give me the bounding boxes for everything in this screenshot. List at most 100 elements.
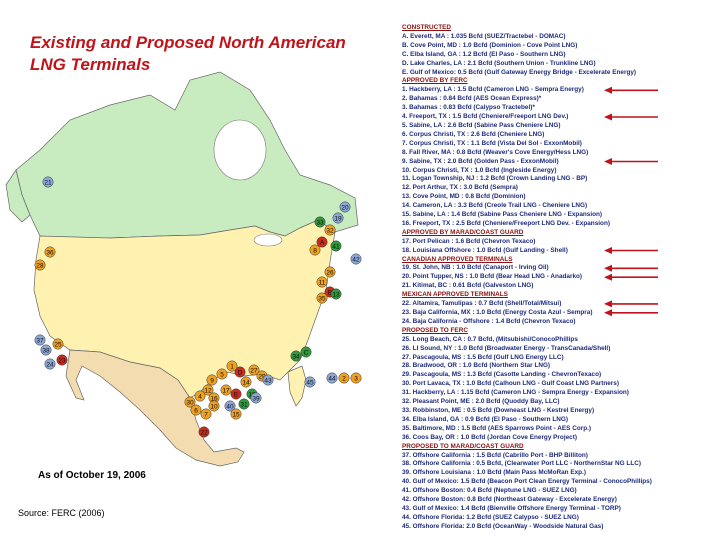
terminal-marker-25: 25: [52, 338, 64, 350]
terminal-dot: [44, 246, 56, 258]
legend-section-header: MEXICAN APPROVED TERMINALS: [402, 291, 508, 299]
terminal-dot: [200, 408, 212, 420]
terminal-marker-23: 23: [56, 354, 68, 366]
terminal-label: E: [234, 391, 239, 398]
legend-section-header: PROPOSED TO MARAD/COAST GUARD: [402, 442, 524, 450]
legend-row: 24. Baja California - Offshore : 1.4 Bcf…: [402, 317, 576, 325]
legend-row: 28. Bradwood, OR : 1.0 Bcfd (Northern St…: [402, 362, 551, 370]
terminal-marker-34: 34: [290, 350, 302, 362]
terminal-label: 2: [342, 375, 346, 382]
terminal-label: 43: [264, 377, 272, 384]
lng-terminal-map: 2120193332A841422611B351328363738252324C…: [5, 71, 362, 467]
terminal-marker-6: 6: [190, 404, 202, 416]
terminal-label: D: [238, 369, 243, 376]
hudson-bay: [213, 119, 267, 181]
legend-row: 21. Kitimat, BC : 0.61 Bcfd (Galveston L…: [402, 282, 534, 290]
terminal-dot: [44, 358, 56, 370]
terminal-label: 5: [220, 371, 224, 378]
legend-row: 23. Baja California, MX : 1.0 Bcfd (Ener…: [402, 309, 593, 316]
terminal-marker-32: 32: [324, 224, 336, 236]
terminal-label: C: [304, 349, 309, 356]
terminal-label: 26: [326, 269, 334, 276]
terminal-marker-43: 43: [262, 374, 274, 386]
terminal-dot: [40, 344, 52, 356]
terminal-label: 42: [352, 256, 360, 263]
terminal-dot: [290, 350, 302, 362]
terminal-marker-1: 1: [226, 360, 238, 372]
terminal-dot: [234, 366, 246, 378]
terminal-dot: [262, 374, 274, 386]
legend-row: 38. Offshore California : 0.5 Bcfd, (Cle…: [402, 460, 641, 468]
terminal-label: 41: [332, 243, 340, 250]
legend-row: 43. Gulf of Mexico: 1.4 Bcfd (Bienville …: [402, 504, 621, 512]
terminal-label: 14: [242, 379, 250, 386]
terminal-marker-26: 26: [324, 266, 336, 278]
legend-row: 9. Sabine, TX : 2.0 Bcfd (Golden Pass - …: [402, 157, 559, 165]
legend-row: 4. Freeport, TX : 1.5 Bcfd (Cheniere/Fre…: [402, 113, 569, 121]
terminal-dot: [350, 253, 362, 265]
terminal-dot: [250, 392, 262, 404]
legend-row: 14. Cameron, LA : 3.3 Bcfd (Creole Trail…: [402, 202, 588, 210]
terminal-label: 7: [204, 411, 208, 418]
terminal-label: 21: [44, 179, 52, 186]
source-note: Source: FERC (2006): [18, 508, 105, 518]
legend-row: B. Cove Point, MD : 1.0 Bcfd (Dominion -…: [402, 41, 578, 49]
terminal-marker-17: 17: [220, 384, 232, 396]
terminal-label: 13: [332, 291, 340, 298]
terminal-marker-30: 30: [184, 396, 196, 408]
terminal-marker-2: 2: [338, 372, 350, 384]
terminal-dot: [216, 368, 228, 380]
legend-row: 40. Gulf of Mexico: 1.5 Bcfd (Beacon Por…: [402, 478, 652, 486]
terminal-label: A: [320, 239, 325, 246]
legend-row: 20. Point Tupper, NS : 1.0 Bcfd (Bear He…: [402, 273, 583, 281]
terminal-marker-38: 38: [40, 344, 52, 356]
legend-row: 8. Fall River, MA : 0.8 Bcfd (Weaver's C…: [402, 148, 589, 156]
terminal-marker-9: 9: [206, 374, 218, 386]
terminal-marker-E: E: [230, 388, 242, 400]
legend-row: 3. Bahamas : 0.83 Bcfd (Calypso Tractebe…: [402, 104, 535, 112]
legend-row: 33. Robbinston, ME : 0.5 Bcfd (Downeast …: [402, 406, 595, 414]
terminal-dot: [226, 360, 238, 372]
terminal-dot: [190, 404, 202, 416]
legend-row: 37. Offshore California : 1.5 Bcfd (Cabr…: [402, 451, 588, 459]
terminal-dot: [230, 408, 242, 420]
terminal-marker-42: 42: [350, 253, 362, 265]
terminal-label: 32: [326, 227, 334, 234]
terminal-label: 30: [186, 399, 194, 406]
terminal-label: 45: [306, 379, 314, 386]
terminal-marker-27: 27: [248, 364, 260, 376]
legend-row: 45. Offshore Florida: 2.0 Bcfd (OceanWay…: [402, 522, 604, 530]
terminal-dot: [316, 276, 328, 288]
terminal-dot: [316, 236, 328, 248]
terminal-label: 39: [252, 395, 260, 402]
terminal-marker-D: D: [234, 366, 246, 378]
terminal-label: 38: [42, 347, 50, 354]
terminal-marker-41: 41: [330, 240, 342, 252]
terminal-label: 16: [210, 395, 218, 402]
terminal-label: 8: [313, 247, 317, 254]
map-title: Existing and Proposed North American LNG…: [30, 33, 346, 74]
terminal-marker-28: 28: [34, 259, 46, 271]
terminal-marker-33: 33: [314, 216, 326, 228]
terminal-dot: [324, 224, 336, 236]
terminal-label: 40: [226, 403, 234, 410]
canada-region: [15, 71, 359, 239]
legend-row: 29. Pascagoula, MS : 1.3 Bcfd (Casotte L…: [402, 371, 602, 379]
legend-row: 26. LI Sound, NY : 1.0 Bcfd (Broadwater …: [402, 344, 611, 352]
terminal-marker-4: 4: [194, 390, 206, 402]
terminal-marker-7: 7: [200, 408, 212, 420]
terminal-label: 4: [198, 393, 202, 400]
legend-row: 6. Corpus Christi, TX : 2.6 Bcfd (Chenie…: [402, 130, 545, 138]
terminal-marker-44: 44: [326, 372, 338, 384]
legend-row: 1. Hackberry, LA : 1.5 Bcfd (Cameron LNG…: [402, 86, 584, 94]
legend-row: 39. Offshore Louisiana : 1.0 Bcfd (Main …: [402, 469, 586, 477]
terminal-dot: [238, 398, 250, 410]
legend-row: 42. Offshore Boston: 0.8 Bcfd (Northeast…: [402, 496, 617, 504]
terminal-marker-C: C: [300, 346, 312, 358]
legend-row: 17. Port Pelican : 1.6 Bcfd (Chevron Tex…: [402, 237, 536, 245]
legend-section-header: CONSTRUCTED: [402, 24, 451, 31]
great-lakes: [253, 233, 283, 247]
terminal-dot: [230, 388, 242, 400]
terminal-marker-31: 31: [238, 398, 250, 410]
terminal-label: 20: [341, 204, 349, 211]
